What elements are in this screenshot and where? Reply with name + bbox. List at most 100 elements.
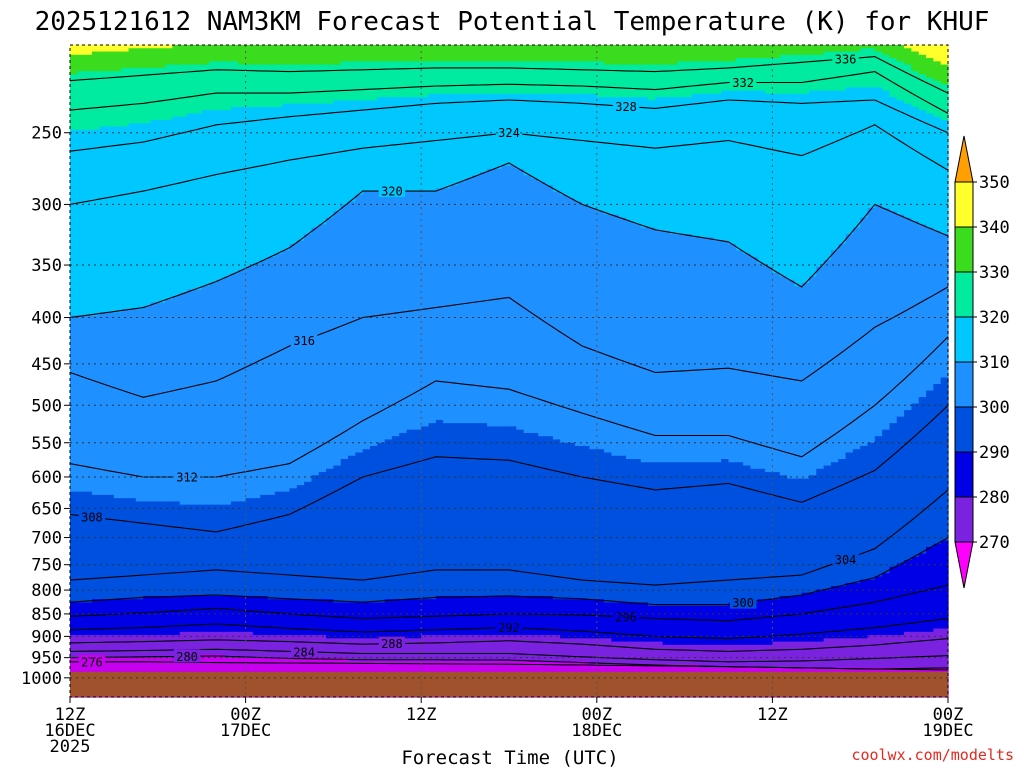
field-cell	[187, 361, 195, 366]
field-cell	[121, 292, 130, 297]
field-cell	[165, 217, 174, 222]
field-cell	[70, 485, 78, 489]
field-cell	[91, 269, 100, 274]
field-cell	[77, 556, 86, 561]
field-cell	[99, 260, 108, 265]
field-cell	[194, 103, 203, 108]
field-cell	[70, 185, 78, 190]
field-cell	[121, 331, 130, 336]
field-cell	[113, 423, 122, 428]
field-cell	[194, 45, 203, 49]
field-cell	[128, 459, 137, 463]
field-cell	[179, 296, 188, 300]
field-cell	[84, 579, 93, 584]
field-cell	[128, 599, 137, 604]
field-cell	[135, 341, 144, 346]
field-cell	[128, 175, 137, 180]
field-cell	[172, 442, 181, 447]
field-cell	[187, 618, 195, 623]
field-cell	[106, 54, 115, 59]
field-cell	[106, 110, 115, 115]
field-cell	[194, 191, 203, 196]
field-cell	[157, 165, 166, 170]
field-cell	[187, 110, 195, 115]
field-cell	[135, 155, 144, 160]
field-cell	[128, 97, 137, 102]
field-cell	[165, 511, 174, 516]
field-cell	[172, 439, 181, 444]
field-cell	[121, 540, 130, 545]
field-cell	[121, 159, 130, 163]
field-cell	[99, 175, 108, 180]
field-cell	[99, 449, 108, 454]
field-cell	[99, 459, 108, 463]
field-cell	[135, 605, 144, 610]
field-cell	[143, 357, 152, 362]
field-cell	[91, 325, 100, 330]
field-cell	[106, 406, 115, 411]
field-cell	[143, 331, 152, 336]
field-cell	[70, 136, 78, 141]
field-cell	[165, 612, 174, 617]
field-cell	[99, 540, 108, 545]
field-cell	[121, 201, 130, 206]
field-cell	[135, 133, 144, 137]
field-cell	[113, 491, 122, 496]
field-cell	[157, 194, 166, 199]
field-cell	[70, 214, 78, 219]
field-cell	[84, 429, 93, 434]
field-cell	[106, 436, 115, 441]
field-cell	[143, 155, 152, 160]
field-cell	[172, 641, 181, 646]
field-cell	[179, 312, 188, 317]
field-cell	[194, 491, 203, 496]
field-cell	[99, 586, 108, 591]
field-cell	[179, 527, 188, 532]
field-cell	[143, 159, 152, 163]
field-cell	[165, 540, 174, 545]
field-cell	[99, 106, 108, 111]
field-cell	[143, 504, 152, 509]
field-cell	[157, 110, 166, 115]
field-cell	[77, 586, 86, 591]
field-cell	[165, 331, 174, 336]
field-cell	[150, 328, 159, 333]
field-cell	[113, 74, 122, 79]
field-cell	[91, 230, 100, 235]
field-cell	[172, 445, 181, 450]
field-cell	[121, 511, 130, 516]
field-cell	[106, 211, 115, 216]
field-cell	[84, 618, 93, 623]
field-cell	[165, 595, 174, 600]
field-cell	[165, 237, 174, 242]
field-cell	[121, 527, 130, 532]
field-cell	[179, 351, 188, 356]
field-cell	[150, 586, 159, 591]
field-cell	[157, 77, 166, 82]
field-cell	[128, 139, 137, 144]
field-cell	[135, 243, 144, 248]
field-cell	[106, 569, 115, 574]
field-cell	[77, 361, 86, 366]
field-cell	[135, 576, 144, 581]
field-cell	[121, 628, 130, 633]
field-cell	[165, 478, 174, 483]
field-cell	[77, 80, 86, 85]
field-cell	[128, 250, 137, 255]
field-cell	[113, 234, 122, 238]
field-cell	[165, 201, 174, 206]
field-cell	[106, 90, 115, 95]
field-cell	[113, 214, 122, 219]
field-cell	[91, 459, 100, 463]
field-cell	[172, 162, 181, 167]
field-cell	[77, 165, 86, 170]
field-cell	[172, 247, 181, 251]
field-cell	[194, 423, 203, 428]
field-cell	[84, 501, 93, 506]
field-cell	[165, 465, 174, 470]
field-cell	[150, 367, 159, 372]
field-cell	[157, 227, 166, 232]
field-cell	[157, 384, 166, 388]
field-cell	[99, 48, 108, 53]
field-cell	[179, 211, 188, 216]
